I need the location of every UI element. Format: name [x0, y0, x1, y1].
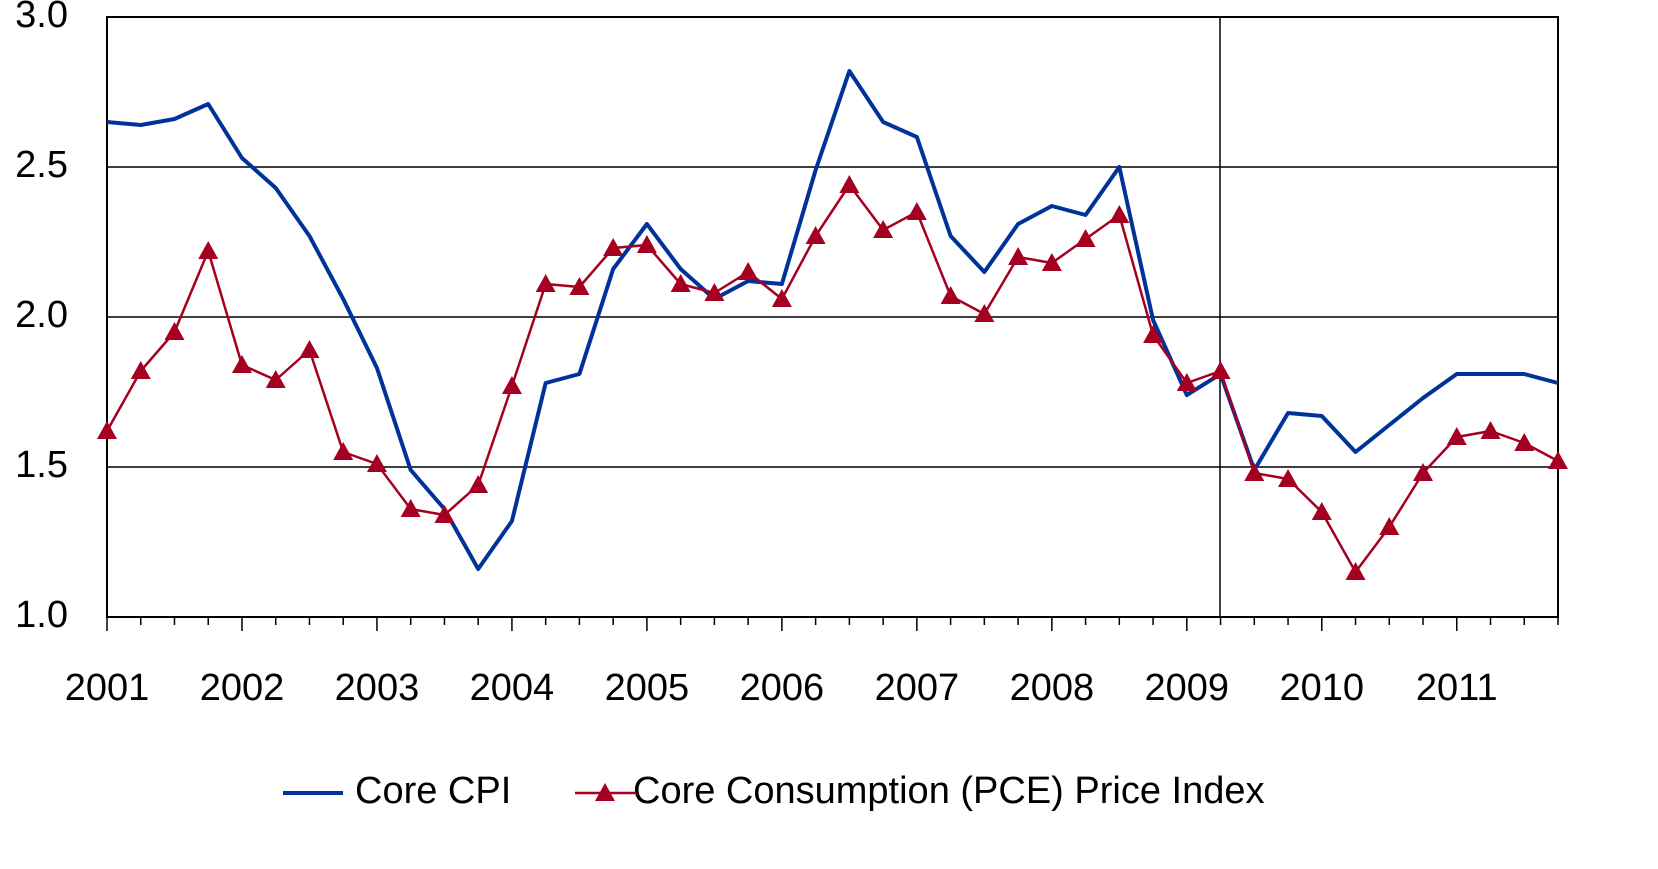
- marker: [738, 262, 759, 280]
- x-tick-label: 2010: [1280, 667, 1365, 709]
- marker: [1143, 325, 1164, 343]
- plot-border: [106, 16, 1559, 618]
- marker: [299, 340, 320, 358]
- x-tick-label: 2008: [1010, 667, 1095, 709]
- legend-label: Core CPI: [355, 770, 511, 812]
- y-tick-label: 3.0: [15, 0, 68, 36]
- marker: [771, 289, 792, 307]
- marker: [1548, 451, 1568, 469]
- x-tick-label: 2004: [470, 667, 555, 709]
- marker: [1109, 205, 1130, 223]
- marker: [839, 175, 860, 193]
- marker: [1075, 229, 1096, 247]
- marker: [535, 274, 556, 292]
- marker: [873, 220, 894, 238]
- marker: [1311, 502, 1332, 520]
- marker: [1480, 421, 1501, 439]
- legend-label: Core Consumption (PCE) Price Index: [633, 770, 1264, 812]
- x-tick-label: 2002: [200, 667, 285, 709]
- y-tick-label: 1.0: [15, 594, 68, 636]
- marker: [400, 499, 421, 517]
- marker: [198, 241, 219, 259]
- marker: [265, 370, 286, 388]
- marker: [1244, 463, 1265, 481]
- marker: [1041, 253, 1062, 271]
- marker: [1446, 427, 1467, 445]
- marker: [569, 277, 590, 295]
- y-tick-label: 2.0: [15, 294, 68, 336]
- marker: [1379, 517, 1400, 535]
- marker: [468, 475, 489, 493]
- x-tick-label: 2011: [1416, 667, 1498, 709]
- marker: [704, 283, 725, 301]
- marker: [974, 304, 995, 322]
- y-tick-label: 1.5: [15, 444, 68, 486]
- x-tick-label: 2003: [335, 667, 420, 709]
- marker: [805, 226, 826, 244]
- y-tick-label: 2.5: [15, 144, 68, 186]
- marker: [906, 202, 927, 220]
- marker: [1413, 463, 1434, 481]
- x-tick-label: 2005: [605, 667, 690, 709]
- marker: [231, 355, 252, 373]
- x-tick-label: 2009: [1145, 667, 1230, 709]
- marker: [130, 361, 151, 379]
- marker: [333, 442, 354, 460]
- marker: [636, 235, 657, 253]
- series-line: [106, 69, 1559, 571]
- marker: [1008, 247, 1029, 265]
- marker: [603, 238, 624, 256]
- x-tick-label: 2001: [65, 667, 150, 709]
- marker: [97, 421, 117, 439]
- marker: [1176, 373, 1197, 391]
- marker: [940, 286, 961, 304]
- marker: [1210, 361, 1231, 379]
- marker: [1514, 433, 1535, 451]
- marker: [1345, 562, 1366, 580]
- x-tick-label: 2007: [875, 667, 960, 709]
- legend-marker: [595, 783, 615, 801]
- marker: [434, 505, 455, 523]
- marker: [670, 274, 691, 292]
- marker: [501, 376, 522, 394]
- x-tick-label: 2006: [740, 667, 825, 709]
- marker: [366, 454, 387, 472]
- marker: [164, 322, 185, 340]
- marker: [1278, 469, 1299, 487]
